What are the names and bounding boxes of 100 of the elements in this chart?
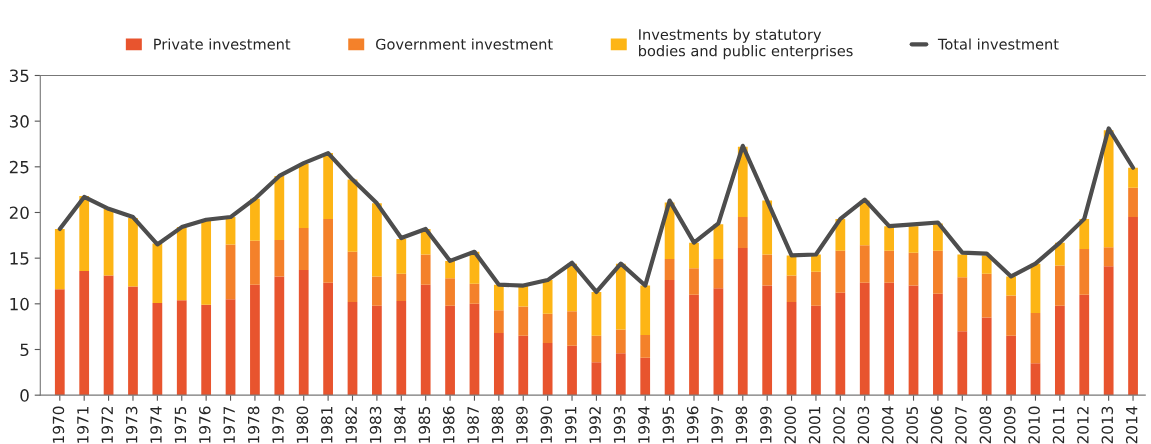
x-tick-label: 2001 (808, 406, 821, 444)
x-tick-label: 2012 (1077, 407, 1089, 444)
bar (664, 280, 675, 396)
bar (493, 284, 504, 311)
bar (786, 302, 797, 396)
bar (201, 220, 212, 305)
bar (347, 302, 358, 396)
x-tick-label: 2013 (1101, 406, 1114, 444)
y-tick-label: 0 (20, 389, 29, 402)
bar (1006, 276, 1016, 296)
bar (835, 250, 846, 293)
bar (933, 293, 943, 396)
bar (445, 278, 455, 306)
bar (1128, 217, 1138, 396)
bar (713, 288, 724, 396)
bar (298, 164, 309, 229)
x-tick-label: 1987 (467, 406, 479, 443)
bar (103, 208, 114, 276)
bar (957, 331, 968, 396)
bar (957, 254, 968, 278)
legend-label: Total investment (937, 38, 1059, 50)
bar (518, 335, 529, 396)
bar (372, 276, 382, 306)
bar (176, 300, 187, 396)
bar (250, 240, 260, 285)
x-tick-label: 1973 (125, 406, 138, 443)
bar (79, 270, 90, 396)
x-tick-label: 1998 (735, 406, 748, 443)
bar (737, 248, 748, 396)
bar (933, 250, 943, 294)
x-tick-label: 1994 (638, 406, 650, 443)
y-tick-label: 25 (9, 160, 29, 174)
bar (396, 238, 407, 274)
bar (689, 242, 699, 269)
x-tick-label: 1982 (345, 407, 357, 443)
bar (567, 311, 577, 346)
bar (1006, 295, 1016, 336)
bar (981, 317, 992, 396)
bar (786, 255, 797, 276)
bar (567, 263, 577, 312)
bar (762, 285, 773, 396)
x-tick-label: 1986 (442, 406, 455, 443)
bar (1079, 218, 1090, 250)
x-tick-label: 1980 (296, 406, 309, 443)
bar (664, 259, 675, 281)
x-tick-label: 2006 (930, 406, 943, 444)
bar (908, 226, 919, 253)
bar (1103, 247, 1114, 267)
bar (103, 275, 114, 396)
x-tick-label: 2007 (955, 406, 967, 444)
x-tick-label: 2004 (882, 406, 894, 444)
bar (372, 305, 382, 396)
bar (835, 292, 846, 396)
bar (567, 345, 577, 396)
bar (1006, 335, 1016, 396)
bar (298, 270, 309, 396)
bar (250, 284, 260, 396)
bar (323, 153, 333, 219)
bar (640, 285, 651, 335)
bar (152, 302, 163, 396)
bar (762, 200, 773, 255)
x-tick-label: 1985 (418, 406, 431, 443)
y-tick-label: 20 (9, 206, 29, 220)
bar (298, 228, 309, 271)
bar (54, 228, 65, 290)
x-tick-label: 1975 (174, 406, 187, 443)
bar (884, 226, 895, 251)
x-tick-label: 1995 (662, 406, 675, 443)
bar (1054, 265, 1065, 306)
x-tick-label: 1977 (223, 406, 235, 443)
x-tick-label: 2002 (833, 407, 845, 444)
bar (225, 299, 236, 396)
bar (1054, 305, 1065, 396)
bar (859, 245, 870, 283)
bar (1103, 266, 1114, 396)
bar (420, 254, 431, 285)
bar (1030, 312, 1041, 364)
bar (54, 289, 65, 396)
bar (713, 259, 724, 289)
bar (615, 329, 626, 354)
bar (542, 280, 553, 314)
bar (1079, 249, 1090, 295)
bar (640, 334, 651, 358)
bar (152, 243, 163, 303)
bar (689, 294, 699, 396)
bar (615, 353, 626, 396)
x-tick-label: 1991 (564, 406, 577, 443)
bar (420, 284, 431, 396)
x-tick-label: 1997 (711, 406, 723, 443)
bar (981, 273, 992, 318)
x-tick-label: 1976 (199, 406, 211, 443)
x-tick-label: 1981 (320, 406, 333, 443)
y-tick-label: 35 (9, 69, 29, 83)
bar (591, 335, 602, 363)
bar (323, 282, 333, 396)
bar (250, 198, 260, 241)
y-tick-label: 30 (9, 115, 29, 128)
x-tick-label: 2000 (784, 406, 796, 444)
bar (469, 283, 480, 304)
bar (323, 218, 333, 283)
